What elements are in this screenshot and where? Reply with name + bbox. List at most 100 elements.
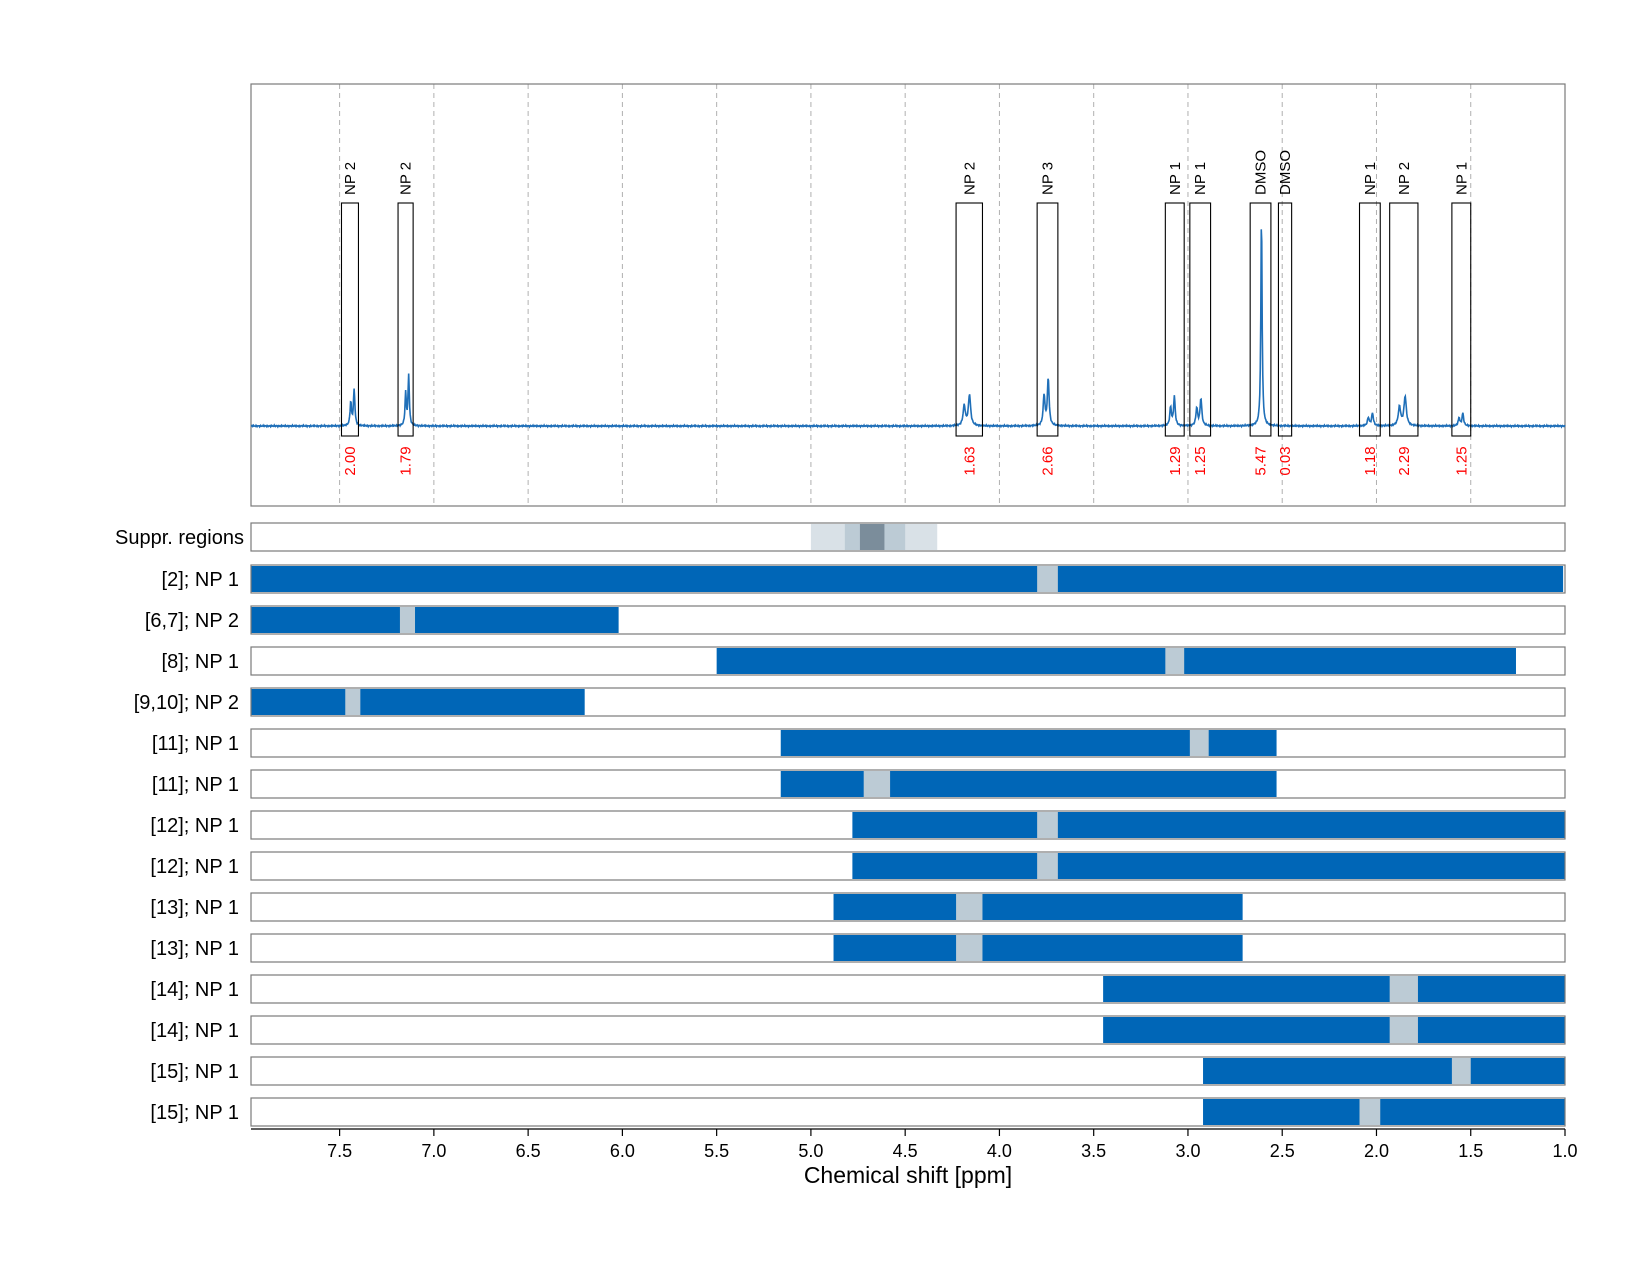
range-bar bbox=[251, 566, 1564, 592]
peak-label: NP 1 bbox=[1362, 162, 1379, 195]
peak-integral-label: 2.29 bbox=[1396, 446, 1413, 475]
range-bar bbox=[833, 935, 1243, 961]
range-bar-rows: [2]; NP 1 [6,7]; NP 2 [8]; NP 1 [9,10]; NP … bbox=[134, 564, 1566, 1127]
range-bar bbox=[251, 607, 619, 633]
peak-label: NP 1 bbox=[1453, 162, 1470, 195]
peak-integral-label: 5.47 bbox=[1253, 446, 1270, 475]
peak-integral-label: 1.25 bbox=[1453, 446, 1470, 475]
suppression-band bbox=[859, 524, 885, 550]
range-bar-gap bbox=[1037, 853, 1058, 879]
peak-box bbox=[1389, 202, 1419, 437]
range-bar bbox=[1103, 976, 1565, 1002]
range-bar-gap bbox=[1037, 812, 1058, 838]
x-tick-label: 7.0 bbox=[421, 1141, 446, 1161]
range-bar bbox=[1203, 1058, 1565, 1084]
range-bar-gap bbox=[1189, 730, 1209, 756]
peak-box bbox=[955, 202, 984, 437]
range-bar-gap bbox=[345, 689, 361, 715]
peak-integral-label: 1.18 bbox=[1362, 446, 1379, 475]
peak-integral-label: 2.00 bbox=[342, 446, 359, 475]
range-row-label: [13]; NP 1 bbox=[150, 897, 239, 919]
peak-box bbox=[1164, 202, 1185, 437]
range-row-frame bbox=[250, 810, 1566, 840]
range-bar-gap bbox=[956, 935, 983, 961]
x-tick-label: 2.0 bbox=[1364, 1141, 1389, 1161]
peak-label: NP 2 bbox=[1396, 162, 1413, 195]
peak-integral-label: 1.29 bbox=[1167, 446, 1184, 475]
range-row-label: [15]; NP 1 bbox=[150, 1061, 239, 1083]
range-row-label: [12]; NP 1 bbox=[150, 856, 239, 878]
range-bar-gap bbox=[863, 771, 891, 797]
range-row-frame bbox=[250, 646, 1566, 676]
range-bar bbox=[852, 812, 1565, 838]
range-row-label: [12]; NP 1 bbox=[150, 815, 239, 837]
peak-label: NP 1 bbox=[1167, 162, 1184, 195]
peak-box bbox=[1277, 202, 1293, 437]
suppression-regions-row: Suppr. regions bbox=[115, 522, 1566, 552]
x-tick-label: 5.0 bbox=[798, 1141, 823, 1161]
spectrum-panel: NP 2 2.00 NP 2 1.79 NP 2 1.63 NP 3 2.66 NP 1 1.29… bbox=[250, 150, 1566, 476]
range-bar bbox=[1203, 1099, 1565, 1125]
range-row-frame bbox=[250, 605, 1566, 635]
range-bar-gap bbox=[399, 607, 416, 633]
range-row-label: [14]; NP 1 bbox=[150, 1020, 239, 1042]
x-tick-label: 3.0 bbox=[1175, 1141, 1200, 1161]
range-row-label: [11]; NP 1 bbox=[152, 733, 239, 755]
range-row-frame bbox=[250, 1015, 1566, 1045]
peak-box bbox=[1358, 202, 1381, 437]
range-bar-gap bbox=[1165, 648, 1185, 674]
x-tick-label: 2.5 bbox=[1270, 1141, 1295, 1161]
range-bar-gap bbox=[1389, 1017, 1418, 1043]
x-tick-label: 5.5 bbox=[704, 1141, 729, 1161]
peak-label: DMSO bbox=[1253, 150, 1270, 195]
x-tick-label: 4.5 bbox=[893, 1141, 918, 1161]
range-row-label: [2]; NP 1 bbox=[162, 569, 239, 591]
range-row-frame bbox=[250, 974, 1566, 1004]
peak-box bbox=[397, 202, 414, 437]
x-tick-label: 4.0 bbox=[987, 1141, 1012, 1161]
x-tick-label: 6.5 bbox=[516, 1141, 541, 1161]
range-row-frame bbox=[250, 1056, 1566, 1086]
peak-box bbox=[1451, 202, 1472, 437]
range-bar-gap bbox=[1037, 566, 1058, 592]
peak-label: NP 2 bbox=[961, 162, 978, 195]
suppression-row-label: Suppr. regions bbox=[115, 527, 244, 549]
grid-lines bbox=[339, 84, 1566, 506]
peak-label: NP 3 bbox=[1040, 162, 1057, 195]
range-row-frame bbox=[250, 892, 1566, 922]
range-bar bbox=[1103, 1017, 1565, 1043]
range-row-frame bbox=[250, 933, 1566, 963]
peak-box bbox=[1189, 202, 1212, 437]
range-row-label: [15]; NP 1 bbox=[150, 1102, 239, 1124]
range-row-label: [8]; NP 1 bbox=[162, 651, 239, 673]
peak-integral-label: 0.03 bbox=[1277, 446, 1294, 475]
x-tick-label: 1.0 bbox=[1552, 1141, 1577, 1161]
peak-integral-label: 1.63 bbox=[961, 446, 978, 475]
x-tick-label: 6.0 bbox=[610, 1141, 635, 1161]
range-bar bbox=[833, 894, 1243, 920]
peak-label: NP 1 bbox=[1192, 162, 1209, 195]
x-tick-label: 3.5 bbox=[1081, 1141, 1106, 1161]
range-bar-gap bbox=[1389, 976, 1418, 1002]
peak-label: NP 2 bbox=[342, 162, 359, 195]
range-row-frame bbox=[250, 564, 1566, 594]
range-bar-gap bbox=[1451, 1058, 1471, 1084]
x-tick-label: 1.5 bbox=[1458, 1141, 1483, 1161]
range-row-label: [6,7]; NP 2 bbox=[145, 610, 239, 632]
peak-box bbox=[1036, 202, 1059, 437]
range-row-frame bbox=[250, 851, 1566, 881]
range-row-frame bbox=[250, 1097, 1566, 1127]
range-row-label: [11]; NP 1 bbox=[152, 774, 239, 796]
peak-label: DMSO bbox=[1277, 150, 1294, 195]
peak-integral-label: 1.79 bbox=[398, 446, 415, 475]
x-axis: 7.5 7.0 6.5 6.0 5.5 5.0 4.5 4.0 3.5 3.0 2.5 2.0 1.5 1… bbox=[251, 1128, 1578, 1161]
range-row-label: [9,10]; NP 2 bbox=[134, 692, 239, 714]
range-row-frame bbox=[250, 728, 1566, 758]
spectrum-panel-frame bbox=[250, 83, 1566, 507]
peak-integral-label: 1.25 bbox=[1192, 446, 1209, 475]
range-bar bbox=[780, 771, 1277, 797]
range-row-frame bbox=[250, 687, 1566, 717]
suppression-row-frame bbox=[250, 522, 1566, 552]
range-row-frame bbox=[250, 769, 1566, 799]
